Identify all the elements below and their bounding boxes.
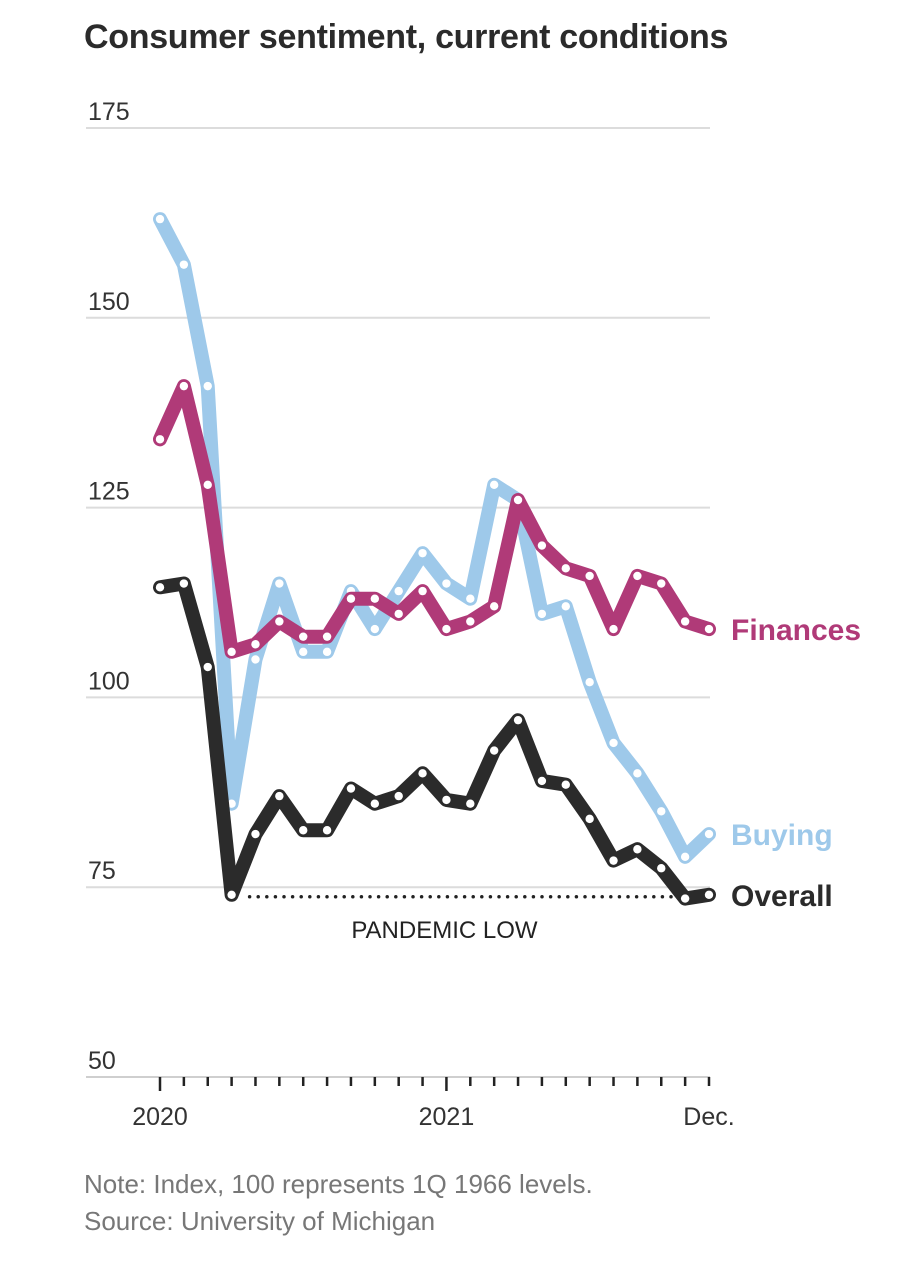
- buying-point-7: [322, 647, 332, 657]
- overall-point-21: [657, 864, 666, 873]
- finances-point-8: [346, 594, 356, 603]
- series-overall: [153, 576, 716, 906]
- overall-point-3: [227, 890, 236, 899]
- buying-point-1: [179, 260, 189, 269]
- buying-point-20: [633, 769, 642, 778]
- finances-point-22: [680, 617, 690, 626]
- buying-point-9: [370, 624, 380, 634]
- finances-point-9: [370, 594, 380, 603]
- source-text: Source: University of Michigan: [84, 1206, 436, 1236]
- series-lines: [153, 212, 716, 906]
- buying-point-22: [680, 852, 690, 862]
- finances-point-13: [466, 617, 475, 626]
- series-label-overall: Overall: [731, 880, 833, 913]
- finances-point-10: [394, 609, 403, 619]
- buying-point-3: [227, 799, 236, 808]
- finances-point-1: [179, 381, 189, 391]
- finances-point-12: [442, 624, 451, 634]
- finances-point-19: [609, 624, 618, 634]
- overall-point-19: [609, 856, 618, 865]
- buying-point-2: [203, 381, 212, 391]
- y-tick-175: 175: [88, 98, 130, 126]
- finances-point-14: [489, 602, 499, 611]
- buying-point-0: [155, 214, 165, 224]
- overall-point-0: [155, 583, 165, 592]
- overall-point-18: [585, 814, 594, 824]
- overall-point-6: [299, 826, 308, 835]
- overall-point-10: [394, 791, 403, 801]
- finances-point-23: [704, 624, 714, 634]
- overall-point-2: [203, 662, 212, 672]
- buying-point-12: [442, 579, 451, 588]
- y-tick-100: 100: [88, 667, 130, 695]
- pandemic-low-line: PANDEMIC LOW: [247, 895, 682, 944]
- buying-point-11: [418, 548, 427, 558]
- buying-point-10: [394, 586, 403, 596]
- finances-point-6: [299, 632, 308, 641]
- buying-point-14: [489, 480, 499, 490]
- buying-point-13: [466, 594, 475, 603]
- finances-point-4: [251, 640, 260, 649]
- y-tick-75: 75: [88, 857, 116, 885]
- series-label-finances: Finances: [731, 614, 861, 647]
- overall-point-16: [537, 776, 547, 786]
- x-axis: 2020 2021 Dec.: [86, 1076, 735, 1131]
- overall-point-17: [561, 780, 570, 789]
- buying-line: [153, 212, 716, 864]
- finances-point-16: [537, 541, 547, 550]
- finances-point-3: [227, 647, 236, 657]
- series-buying: [153, 212, 716, 864]
- buying-point-16: [537, 609, 547, 619]
- buying-point-23: [704, 829, 714, 839]
- y-tick-150: 150: [88, 288, 130, 316]
- buying-point-5: [275, 579, 284, 588]
- series-label-buying: Buying: [731, 819, 833, 852]
- overall-point-20: [633, 845, 642, 854]
- overall-point-8: [346, 784, 356, 793]
- finances-point-21: [657, 579, 666, 588]
- note-text: Note: Index, 100 represents 1Q 1966 leve…: [84, 1169, 593, 1199]
- series-finances: [153, 379, 716, 659]
- overall-point-9: [370, 799, 380, 808]
- x-tick-label-2020: 2020: [132, 1103, 188, 1131]
- overall-point-11: [418, 769, 427, 778]
- overall-point-4: [251, 829, 260, 839]
- footer: Note: Index, 100 represents 1Q 1966 leve…: [84, 1166, 593, 1240]
- overall-point-22: [680, 894, 690, 903]
- finances-point-11: [418, 586, 427, 596]
- series-labels: Buying Finances Overall: [731, 614, 861, 913]
- finances-point-7: [322, 632, 332, 641]
- overall-point-1: [179, 579, 189, 588]
- overall-point-14: [489, 746, 499, 755]
- buying-point-19: [609, 738, 618, 748]
- finances-point-18: [585, 571, 594, 581]
- y-tick-50: 50: [88, 1047, 116, 1075]
- overall-line: [153, 576, 716, 906]
- pandemic-low-label: PANDEMIC LOW: [351, 917, 538, 944]
- x-tick-label-Dec: Dec.: [683, 1103, 734, 1131]
- overall-point-13: [466, 799, 475, 808]
- finances-line: [153, 379, 716, 659]
- overall-point-7: [322, 826, 332, 835]
- overall-point-5: [275, 791, 284, 801]
- x-tick-label-2021: 2021: [419, 1103, 475, 1131]
- line-chart: 175 150 125 100 75 50 2020 2021 Dec. PANDEMIC L…: [86, 98, 861, 1131]
- buying-point-21: [657, 807, 666, 816]
- buying-point-17: [561, 602, 570, 611]
- overall-point-15: [513, 715, 523, 725]
- finances-point-2: [203, 480, 212, 490]
- buying-point-18: [585, 678, 594, 687]
- y-tick-125: 125: [88, 478, 130, 506]
- finances-point-20: [633, 571, 642, 581]
- overall-point-23: [704, 890, 714, 899]
- finances-point-0: [155, 435, 165, 444]
- overall-point-12: [442, 795, 451, 805]
- finances-point-5: [275, 617, 284, 626]
- buying-point-6: [299, 647, 308, 657]
- buying-point-4: [251, 655, 260, 664]
- finances-point-15: [513, 495, 523, 505]
- finances-point-17: [561, 564, 570, 573]
- y-axis-tick-labels: 175 150 125 100 75 50: [88, 98, 130, 1075]
- chart-title: Consumer sentiment, current conditions: [84, 18, 729, 56]
